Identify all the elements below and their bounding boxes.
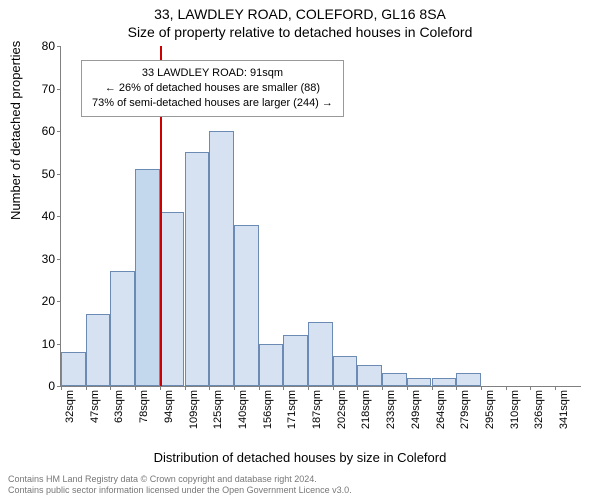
y-tick-label: 20 [21, 294, 55, 308]
histogram-bar [160, 212, 185, 386]
x-tick-mark [456, 386, 457, 390]
y-tick-label: 10 [21, 337, 55, 351]
x-tick-mark [185, 386, 186, 390]
x-tick-label: 310sqm [509, 390, 521, 429]
y-tick-label: 60 [21, 124, 55, 138]
y-tick-mark [57, 174, 61, 175]
x-tick-label: 47sqm [89, 390, 101, 423]
histogram-bar [110, 271, 135, 386]
annotation-line: ← 26% of detached houses are smaller (88… [92, 81, 333, 96]
x-tick-mark [234, 386, 235, 390]
annotation-box: 33 LAWDLEY ROAD: 91sqm← 26% of detached … [81, 60, 344, 117]
y-tick-label: 0 [21, 379, 55, 393]
histogram-bar [135, 169, 160, 386]
x-tick-mark [160, 386, 161, 390]
footer-attribution: Contains HM Land Registry data © Crown c… [8, 474, 352, 497]
x-tick-label: 249sqm [410, 390, 422, 429]
chart-subtitle: Size of property relative to detached ho… [0, 22, 600, 40]
x-tick-label: 187sqm [311, 390, 323, 429]
x-tick-mark [308, 386, 309, 390]
histogram-bar [86, 314, 111, 386]
page-title: 33, LAWDLEY ROAD, COLEFORD, GL16 8SA [0, 0, 600, 22]
x-tick-mark [555, 386, 556, 390]
y-tick-mark [57, 259, 61, 260]
x-tick-label: 109sqm [188, 390, 200, 429]
x-tick-label: 295sqm [484, 390, 496, 429]
x-tick-label: 63sqm [113, 390, 125, 423]
histogram-bar [407, 378, 432, 387]
chart-container: 33, LAWDLEY ROAD, COLEFORD, GL16 8SA Siz… [0, 0, 600, 500]
x-tick-label: 202sqm [336, 390, 348, 429]
x-tick-label: 140sqm [237, 390, 249, 429]
x-tick-mark [86, 386, 87, 390]
histogram-bar [308, 322, 333, 386]
y-tick-label: 50 [21, 167, 55, 181]
footer-line: Contains public sector information licen… [8, 485, 352, 496]
y-tick-mark [57, 131, 61, 132]
x-tick-mark [530, 386, 531, 390]
x-tick-mark [382, 386, 383, 390]
y-tick-mark [57, 301, 61, 302]
x-tick-label: 326sqm [533, 390, 545, 429]
y-tick-mark [57, 46, 61, 47]
x-tick-mark [506, 386, 507, 390]
histogram-bar [259, 344, 284, 387]
y-tick-label: 40 [21, 209, 55, 223]
x-tick-label: 125sqm [212, 390, 224, 429]
histogram-bar [382, 373, 407, 386]
annotation-line: 33 LAWDLEY ROAD: 91sqm [92, 66, 333, 81]
y-tick-label: 30 [21, 252, 55, 266]
footer-line: Contains HM Land Registry data © Crown c… [8, 474, 352, 485]
x-tick-label: 78sqm [138, 390, 150, 423]
y-tick-label: 80 [21, 39, 55, 53]
x-tick-mark [357, 386, 358, 390]
x-tick-mark [110, 386, 111, 390]
x-tick-mark [259, 386, 260, 390]
histogram-bar [283, 335, 308, 386]
y-tick-label: 70 [21, 82, 55, 96]
x-tick-mark [209, 386, 210, 390]
annotation-line: 73% of semi-detached houses are larger (… [92, 96, 333, 111]
y-tick-mark [57, 344, 61, 345]
x-tick-mark [61, 386, 62, 390]
x-tick-label: 32sqm [64, 390, 76, 423]
chart-area: 0102030405060708032sqm47sqm63sqm78sqm94s… [60, 46, 580, 406]
y-tick-mark [57, 89, 61, 90]
histogram-bar [185, 152, 210, 386]
histogram-bar [234, 225, 259, 387]
x-tick-label: 171sqm [286, 390, 298, 429]
histogram-bar [209, 131, 234, 386]
x-tick-mark [333, 386, 334, 390]
x-tick-label: 341sqm [558, 390, 570, 429]
x-tick-label: 156sqm [262, 390, 274, 429]
x-tick-mark [135, 386, 136, 390]
x-tick-mark [407, 386, 408, 390]
y-tick-mark [57, 216, 61, 217]
histogram-bar [357, 365, 382, 386]
histogram-bar [61, 352, 86, 386]
x-tick-label: 94sqm [163, 390, 175, 423]
x-tick-mark [432, 386, 433, 390]
histogram-bar [432, 378, 457, 387]
x-tick-label: 279sqm [459, 390, 471, 429]
histogram-bar [333, 356, 358, 386]
x-axis-label: Distribution of detached houses by size … [0, 450, 600, 465]
x-tick-label: 233sqm [385, 390, 397, 429]
x-tick-label: 218sqm [360, 390, 372, 429]
histogram-bar [456, 373, 481, 386]
x-tick-mark [283, 386, 284, 390]
plot-area: 0102030405060708032sqm47sqm63sqm78sqm94s… [60, 46, 581, 387]
x-tick-label: 264sqm [435, 390, 447, 429]
x-tick-mark [481, 386, 482, 390]
